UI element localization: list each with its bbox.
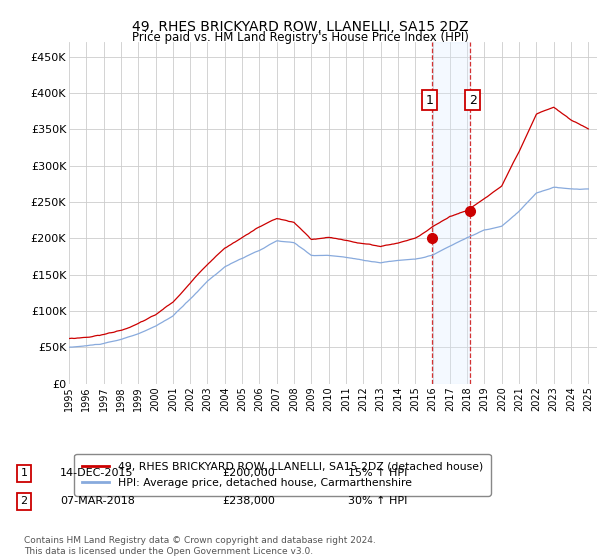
Bar [432, 42, 470, 384]
Text: 1: 1 [20, 468, 28, 478]
Text: 15% ↑ HPI: 15% ↑ HPI [348, 468, 407, 478]
Legend: 49, RHES BRICKYARD ROW, LLANELLI, SA15 2DZ (detached house), HPI: Average price,: 49, RHES BRICKYARD ROW, LLANELLI, SA15 2… [74, 454, 491, 496]
Text: 07-MAR-2018: 07-MAR-2018 [60, 496, 135, 506]
Text: Price paid vs. HM Land Registry's House Price Index (HPI): Price paid vs. HM Land Registry's House … [131, 31, 469, 44]
Text: £200,000: £200,000 [222, 468, 275, 478]
Text: 2: 2 [20, 496, 28, 506]
Text: 2: 2 [469, 94, 476, 106]
Text: 1: 1 [425, 94, 433, 106]
Text: 14-DEC-2015: 14-DEC-2015 [60, 468, 133, 478]
Text: Contains HM Land Registry data © Crown copyright and database right 2024.
This d: Contains HM Land Registry data © Crown c… [24, 536, 376, 556]
Text: 30% ↑ HPI: 30% ↑ HPI [348, 496, 407, 506]
Text: 49, RHES BRICKYARD ROW, LLANELLI, SA15 2DZ: 49, RHES BRICKYARD ROW, LLANELLI, SA15 2… [132, 20, 468, 34]
Text: £238,000: £238,000 [222, 496, 275, 506]
